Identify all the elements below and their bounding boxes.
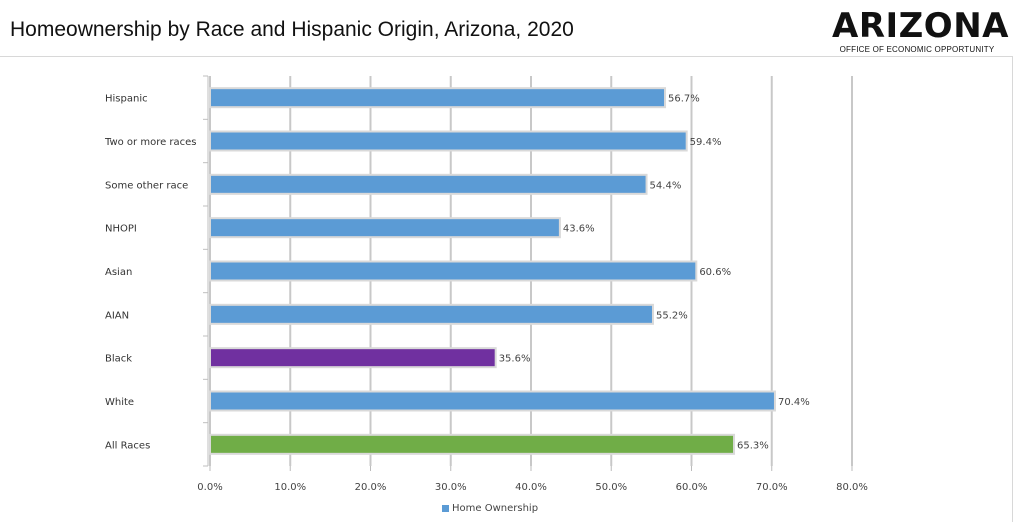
- logo-subtitle: OFFICE OF ECONOMIC OPPORTUNITY: [839, 45, 995, 54]
- arizona-logo: ARIZONA OFFICE OF ECONOMIC OPPORTUNITY: [832, 6, 1009, 60]
- chart-frame: [0, 56, 1013, 522]
- legend-swatch: [442, 505, 449, 512]
- bar: [209, 347, 497, 369]
- x-tick-label: 60.0%: [676, 482, 708, 493]
- category-label: AIAN: [105, 310, 129, 321]
- bar: [209, 130, 688, 152]
- data-label: 54.4%: [650, 180, 682, 191]
- category-label: Hispanic: [105, 94, 148, 105]
- category-label: NHOPI: [105, 224, 137, 235]
- category-label: Some other race: [105, 180, 188, 191]
- data-label: 43.6%: [563, 224, 595, 235]
- chart-title: Homeownership by Race and Hispanic Origi…: [10, 18, 574, 41]
- data-label: 65.3%: [737, 440, 769, 451]
- bar: [209, 87, 667, 109]
- data-label: 60.6%: [699, 267, 731, 278]
- category-label: Two or more races: [104, 137, 197, 148]
- x-tick-label: 40.0%: [515, 482, 547, 493]
- x-tick-label: 70.0%: [756, 482, 788, 493]
- category-label: Black: [105, 354, 132, 365]
- category-label: White: [105, 397, 134, 408]
- data-label: 56.7%: [668, 94, 700, 105]
- x-tick-label: 50.0%: [595, 482, 627, 493]
- bar: [209, 390, 776, 412]
- chart-legend: Home Ownership: [442, 503, 538, 514]
- category-label: All Races: [105, 440, 150, 451]
- x-tick-label: 0.0%: [197, 482, 222, 493]
- data-label: 70.4%: [778, 397, 810, 408]
- data-label: 59.4%: [690, 137, 722, 148]
- data-label: 55.2%: [656, 310, 688, 321]
- bar: [209, 303, 654, 325]
- bar: [209, 260, 698, 282]
- bar: [209, 433, 736, 455]
- bar: [209, 173, 648, 195]
- logo-wordmark: ARIZONA: [832, 6, 1009, 46]
- x-tick-label: 10.0%: [274, 482, 306, 493]
- x-tick-label: 30.0%: [435, 482, 467, 493]
- x-tick-label: 80.0%: [836, 482, 868, 493]
- bar: [209, 217, 561, 239]
- category-label: Asian: [105, 267, 132, 278]
- data-label: 35.6%: [499, 354, 531, 365]
- x-tick-label: 20.0%: [355, 482, 387, 493]
- legend-label: Home Ownership: [452, 503, 539, 514]
